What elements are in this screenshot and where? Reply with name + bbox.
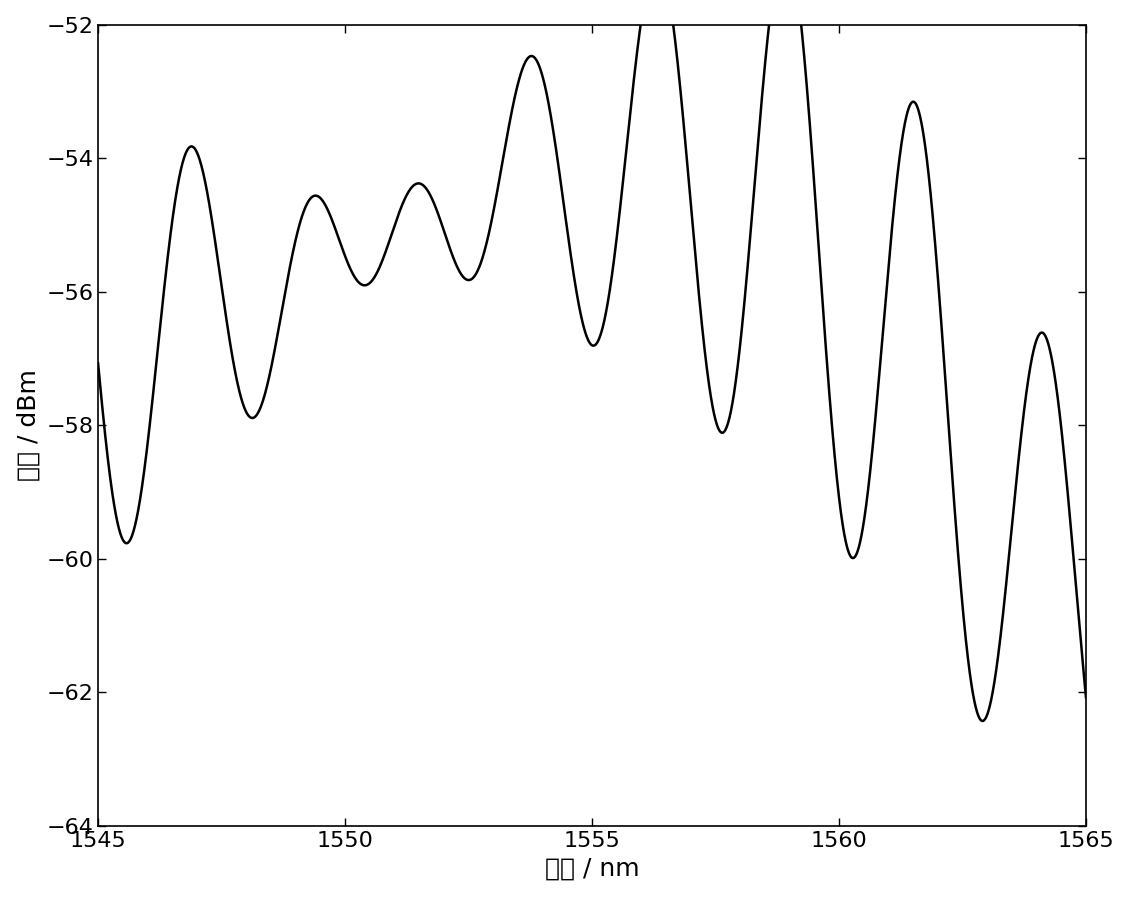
Y-axis label: 光强 / dBm: 光强 / dBm xyxy=(17,370,41,481)
X-axis label: 波长 / nm: 波长 / nm xyxy=(545,857,639,880)
